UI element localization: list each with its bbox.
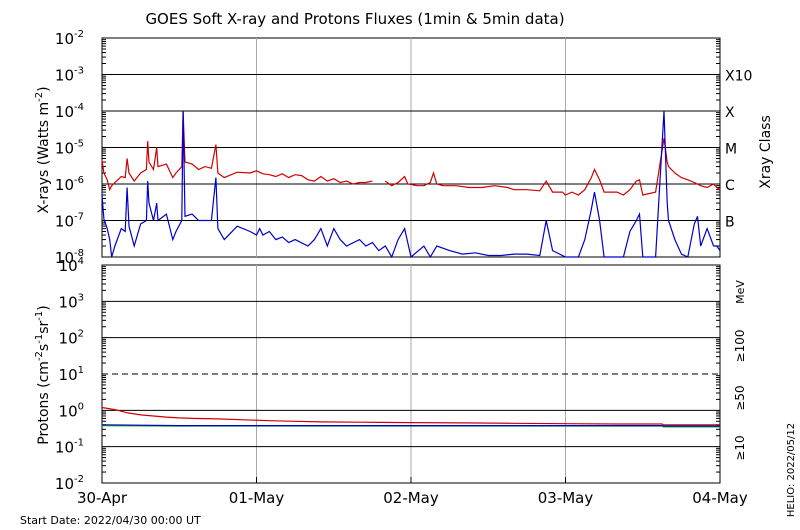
proton-y-tick-label: 100 <box>59 401 84 420</box>
time-axis: 30-Apr 01-May 02-May 03-May 04-May <box>77 477 748 507</box>
xray-y-tick-label: 10-8 <box>55 248 84 267</box>
energy-label-50mev: ≥50 <box>733 385 747 410</box>
series-line-0 <box>101 110 373 192</box>
series-line-2 <box>101 110 721 259</box>
proton-y-tick-label: 104 <box>59 256 84 275</box>
xray-class-label: M <box>725 142 737 158</box>
xray-y-tick-label: 10-2 <box>55 29 84 48</box>
proton-y-tick-label: 103 <box>59 292 84 311</box>
xray-y-tick-label: 10-3 <box>55 66 84 85</box>
xray-class-axis-title: Xray Class <box>758 115 774 189</box>
start-date-label: Start Date: 2022/04/30 00:00 UT <box>20 514 201 527</box>
series-line-1 <box>384 138 721 196</box>
x-tick-label: 01-May <box>229 489 285 507</box>
energy-label-100mev: ≥100 <box>733 330 747 363</box>
series-line-2 <box>101 424 720 427</box>
xray-y-tick-label: 10-7 <box>55 212 84 231</box>
x-tick-label: 04-May <box>692 489 748 507</box>
xray-y-tick-label: 10-5 <box>55 139 84 158</box>
xray-class-label: B <box>725 215 735 231</box>
xray-y-axis-title: X-rays (Watts m-2) <box>34 86 52 213</box>
xray-class-label: X10 <box>725 69 752 85</box>
proton-y-tick-label: 10-1 <box>55 438 84 457</box>
proton-y-axis-title: Protons (cm-2s-1sr-1) <box>34 305 52 444</box>
xray-y-tick-label: 10-6 <box>55 175 84 194</box>
series-line-0 <box>101 406 720 426</box>
x-tick-label: 02-May <box>383 489 439 507</box>
energy-label-10mev: ≥10 <box>733 435 747 460</box>
energy-unit-label: MeV <box>734 280 747 304</box>
xray-panel: 10-8 10-7 10-6 10-5 10-4 10-3 10-2 B C M X X10 <box>55 29 752 267</box>
proton-panel: 10-2 10-1 100 101 102 103 104 <box>55 256 721 493</box>
xray-class-label: C <box>725 178 735 194</box>
xray-y-tick-label: 10-4 <box>55 102 84 121</box>
credit-label: HELIO: 2022/05/12 <box>786 423 797 517</box>
proton-y-tick-label: 102 <box>59 329 84 348</box>
xray-class-label: X <box>725 105 735 121</box>
proton-y-tick-label: 101 <box>59 365 84 384</box>
x-tick-label: 03-May <box>538 489 594 507</box>
x-tick-label: 30-Apr <box>77 489 128 507</box>
chart-title: GOES Soft X-ray and Protons Fluxes (1min… <box>145 10 564 28</box>
proton-y-tick-label: 10-2 <box>55 474 84 493</box>
